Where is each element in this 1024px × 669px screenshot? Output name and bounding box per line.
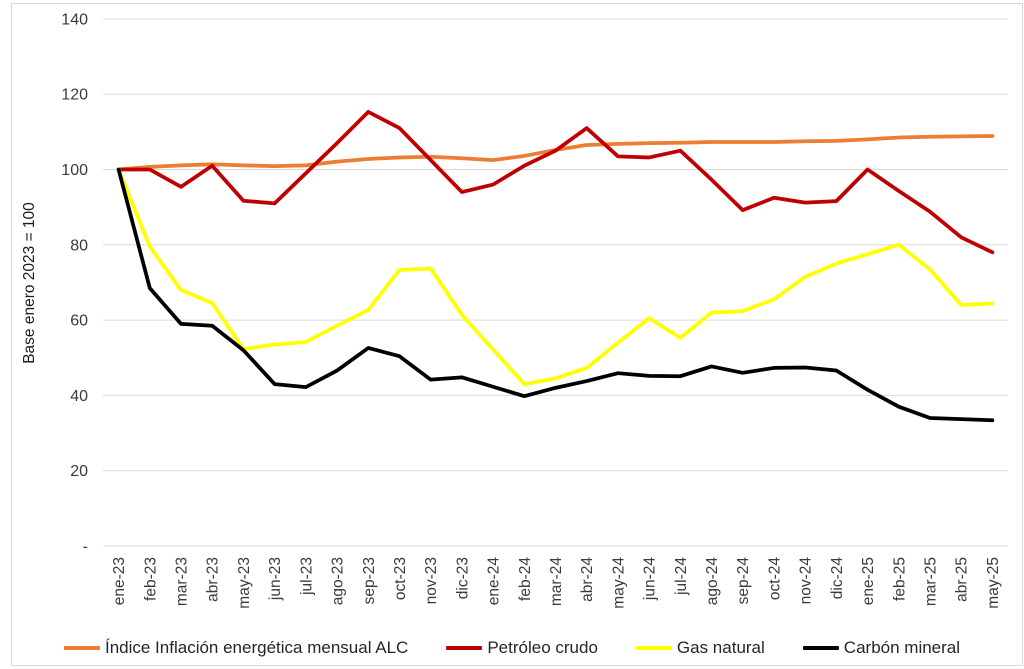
x-tick-label-jul-23: jul-23 [298,557,315,596]
series-line-carbon-mineral [116,167,995,423]
legend: Índice Inflación energética mensual ALC … [0,638,1024,658]
y-tick-label: 20 [70,463,88,480]
series-line-petroleo-crudo [116,110,995,255]
x-tick-label-sep-24: sep-24 [735,557,752,605]
x-tick-label-ago-23: ago-23 [330,557,347,605]
x-tick-label-feb-24: feb-24 [517,557,534,601]
x-tick-label-ene-25: ene-25 [860,557,877,605]
x-tick-label-nov-24: nov-24 [798,557,815,605]
plot-area: 140 120 100 80 60 40 20 - ene-23 feb-23 mar-23 abr-… [61,11,1008,609]
x-tick-label-feb-25: feb-25 [891,557,908,601]
legend-label-indice-alc: Índice Inflación energética mensual ALC [104,638,409,657]
x-tick-label-oct-23: oct-23 [392,557,409,600]
y-tick-label: 80 [70,237,88,254]
x-tick-label-jun-24: jun-24 [642,557,659,601]
y-tick-label: 100 [61,162,88,179]
x-tick-label-dic-24: dic-24 [829,557,846,600]
legend-label-gas-natural: Gas natural [676,638,765,657]
x-tick-label-ago-24: ago-24 [704,557,721,606]
x-tick-label-ene-24: ene-24 [486,557,503,606]
legend-item-petroleo-crudo: Petróleo crudo [446,638,598,658]
x-tick-label-nov-23: nov-23 [423,557,440,604]
x-tick-label-may-25: may-25 [985,557,1002,609]
x-tick-label-jul-24: jul-24 [673,557,690,596]
x-tick-label-abr-24: abr-24 [579,557,596,602]
y-tick-label: 120 [61,87,88,104]
legend-swatch-gas-natural [635,646,672,650]
legend-item-carbon-mineral: Carbón mineral [802,638,961,658]
legend-label-petroleo-crudo: Petróleo crudo [487,638,598,657]
legend-swatch-indice-alc [63,646,100,650]
x-tick-label-may-24: may-24 [610,557,627,609]
legend-item-gas-natural: Gas natural [635,638,765,658]
legend-swatch-petroleo-crudo [446,646,483,650]
series-line-gas-natural [116,167,995,386]
x-tick-label-abr-25: abr-25 [954,557,971,602]
x-tick-label-sep-23: sep-23 [361,557,378,604]
x-tick-label-mar-24: mar-24 [548,557,565,606]
y-tick-label: 140 [61,11,88,28]
y-tick-label: 40 [70,388,88,405]
x-tick-label-jun-23: jun-23 [267,557,284,601]
legend-swatch-carbon-mineral [802,646,839,650]
x-tick-label-dic-23: dic-23 [454,557,471,599]
legend-item-indice-alc: Índice Inflación energética mensual ALC [63,638,409,658]
legend-label-carbon-mineral: Carbón mineral [843,638,961,657]
x-tick-label-may-23: may-23 [236,557,253,609]
y-tick-label: - [83,539,88,556]
x-tick-label-mar-25: mar-25 [922,557,939,606]
x-tick-label-abr-23: abr-23 [205,557,222,602]
x-tick-label-mar-23: mar-23 [174,557,191,606]
x-tick-label-ene-23: ene-23 [111,557,128,605]
y-tick-label: 60 [70,313,88,330]
x-tick-label-oct-24: oct-24 [766,557,783,600]
x-tick-label-feb-23: feb-23 [142,557,159,601]
